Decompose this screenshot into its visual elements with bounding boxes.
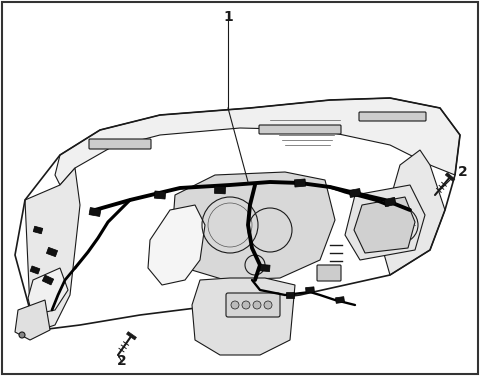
Polygon shape	[28, 268, 68, 315]
Polygon shape	[25, 168, 80, 330]
Text: 2: 2	[117, 354, 127, 368]
Polygon shape	[445, 173, 455, 181]
Polygon shape	[354, 197, 415, 253]
Polygon shape	[349, 188, 361, 197]
Circle shape	[242, 301, 250, 309]
Text: 2: 2	[458, 165, 468, 179]
Polygon shape	[215, 186, 226, 194]
FancyBboxPatch shape	[359, 112, 426, 121]
Polygon shape	[154, 191, 166, 199]
Polygon shape	[42, 275, 54, 285]
FancyBboxPatch shape	[317, 265, 341, 281]
Polygon shape	[192, 278, 295, 355]
Polygon shape	[15, 300, 50, 340]
Polygon shape	[345, 185, 425, 260]
FancyBboxPatch shape	[226, 293, 280, 317]
Polygon shape	[47, 247, 58, 257]
Polygon shape	[127, 332, 136, 340]
Polygon shape	[33, 226, 43, 234]
Polygon shape	[294, 179, 306, 187]
FancyBboxPatch shape	[89, 139, 151, 149]
Polygon shape	[380, 150, 445, 275]
Circle shape	[264, 301, 272, 309]
Text: 1: 1	[223, 10, 233, 24]
Polygon shape	[260, 264, 270, 271]
Polygon shape	[30, 266, 40, 274]
Polygon shape	[55, 98, 460, 185]
Polygon shape	[148, 205, 205, 285]
FancyBboxPatch shape	[259, 125, 341, 134]
Polygon shape	[336, 297, 345, 303]
Polygon shape	[306, 287, 314, 293]
Polygon shape	[89, 208, 101, 217]
Polygon shape	[384, 197, 396, 207]
Circle shape	[19, 332, 25, 338]
Circle shape	[231, 301, 239, 309]
Polygon shape	[172, 172, 335, 280]
Polygon shape	[286, 292, 294, 298]
Circle shape	[253, 301, 261, 309]
